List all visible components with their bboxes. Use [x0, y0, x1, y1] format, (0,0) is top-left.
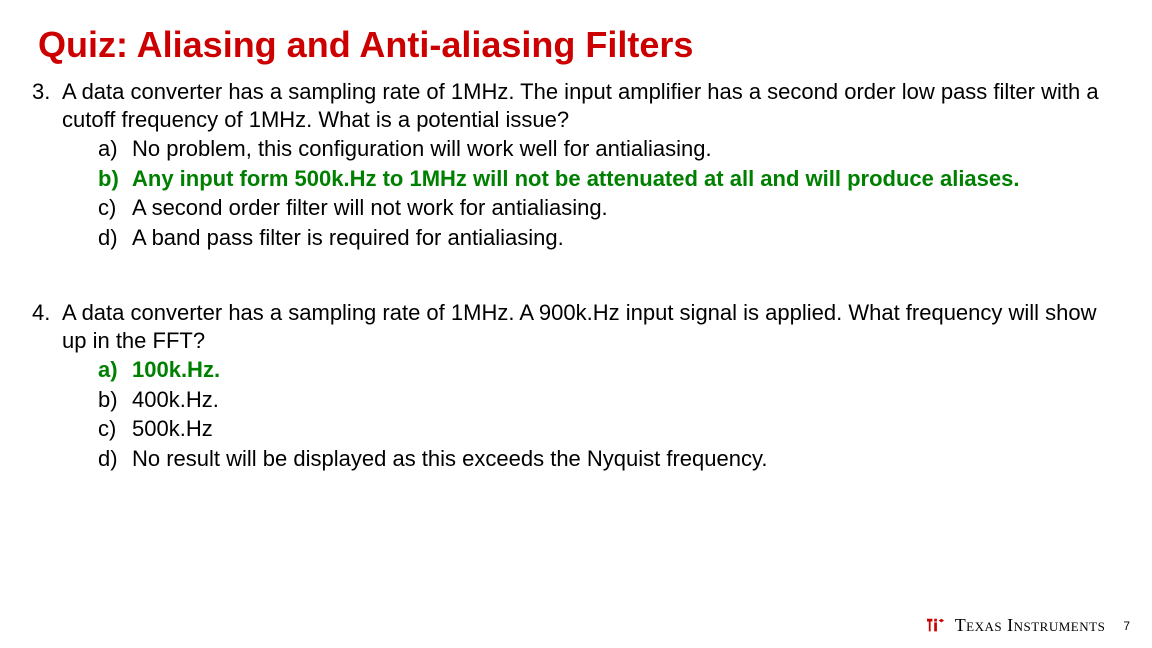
slide: Quiz: Aliasing and Anti-aliasing Filters…: [0, 0, 1152, 648]
option-text: 100k.Hz.: [132, 356, 1112, 384]
option-label: a): [98, 135, 132, 163]
option-label: b): [98, 165, 132, 193]
question-4: 4. A data converter has a sampling rate …: [32, 299, 1112, 472]
option-label: c): [98, 415, 132, 443]
ti-logo: Texas Instruments: [925, 615, 1106, 636]
page-number: 7: [1123, 619, 1130, 633]
option-label: c): [98, 194, 132, 222]
question-stem: A data converter has a sampling rate of …: [62, 299, 1112, 354]
ti-logo-icon: [925, 617, 947, 635]
option-text: A second order filter will not work for …: [132, 194, 1112, 222]
option-text: Any input form 500k.Hz to 1MHz will not …: [132, 165, 1112, 193]
option-label: d): [98, 224, 132, 252]
option-label: b): [98, 386, 132, 414]
question-3: 3. A data converter has a sampling rate …: [32, 78, 1112, 251]
option-a: a) 100k.Hz.: [98, 356, 1112, 384]
option-d: d) A band pass filter is required for an…: [98, 224, 1112, 252]
question-options: a) 100k.Hz. b) 400k.Hz. c) 500k.Hz d: [98, 356, 1112, 472]
option-text: A band pass filter is required for antia…: [132, 224, 1112, 252]
option-text: 400k.Hz.: [132, 386, 1112, 414]
option-b: b) Any input form 500k.Hz to 1MHz will n…: [98, 165, 1112, 193]
question-options: a) No problem, this configuration will w…: [98, 135, 1112, 251]
question-number: 3.: [32, 78, 62, 251]
option-a: a) No problem, this configuration will w…: [98, 135, 1112, 163]
slide-body: 3. A data converter has a sampling rate …: [32, 78, 1112, 520]
option-text: No problem, this configuration will work…: [132, 135, 1112, 163]
option-label: d): [98, 445, 132, 473]
slide-title: Quiz: Aliasing and Anti-aliasing Filters: [38, 24, 693, 66]
option-d: d) No result will be displayed as this e…: [98, 445, 1112, 473]
option-c: c) A second order filter will not work f…: [98, 194, 1112, 222]
option-b: b) 400k.Hz.: [98, 386, 1112, 414]
option-c: c) 500k.Hz: [98, 415, 1112, 443]
question-stem: A data converter has a sampling rate of …: [62, 78, 1112, 133]
option-text: No result will be displayed as this exce…: [132, 445, 1112, 473]
question-number: 4.: [32, 299, 62, 472]
footer: Texas Instruments 7: [925, 615, 1130, 636]
option-text: 500k.Hz: [132, 415, 1112, 443]
ti-logo-text: Texas Instruments: [955, 615, 1106, 636]
option-label: a): [98, 356, 132, 384]
